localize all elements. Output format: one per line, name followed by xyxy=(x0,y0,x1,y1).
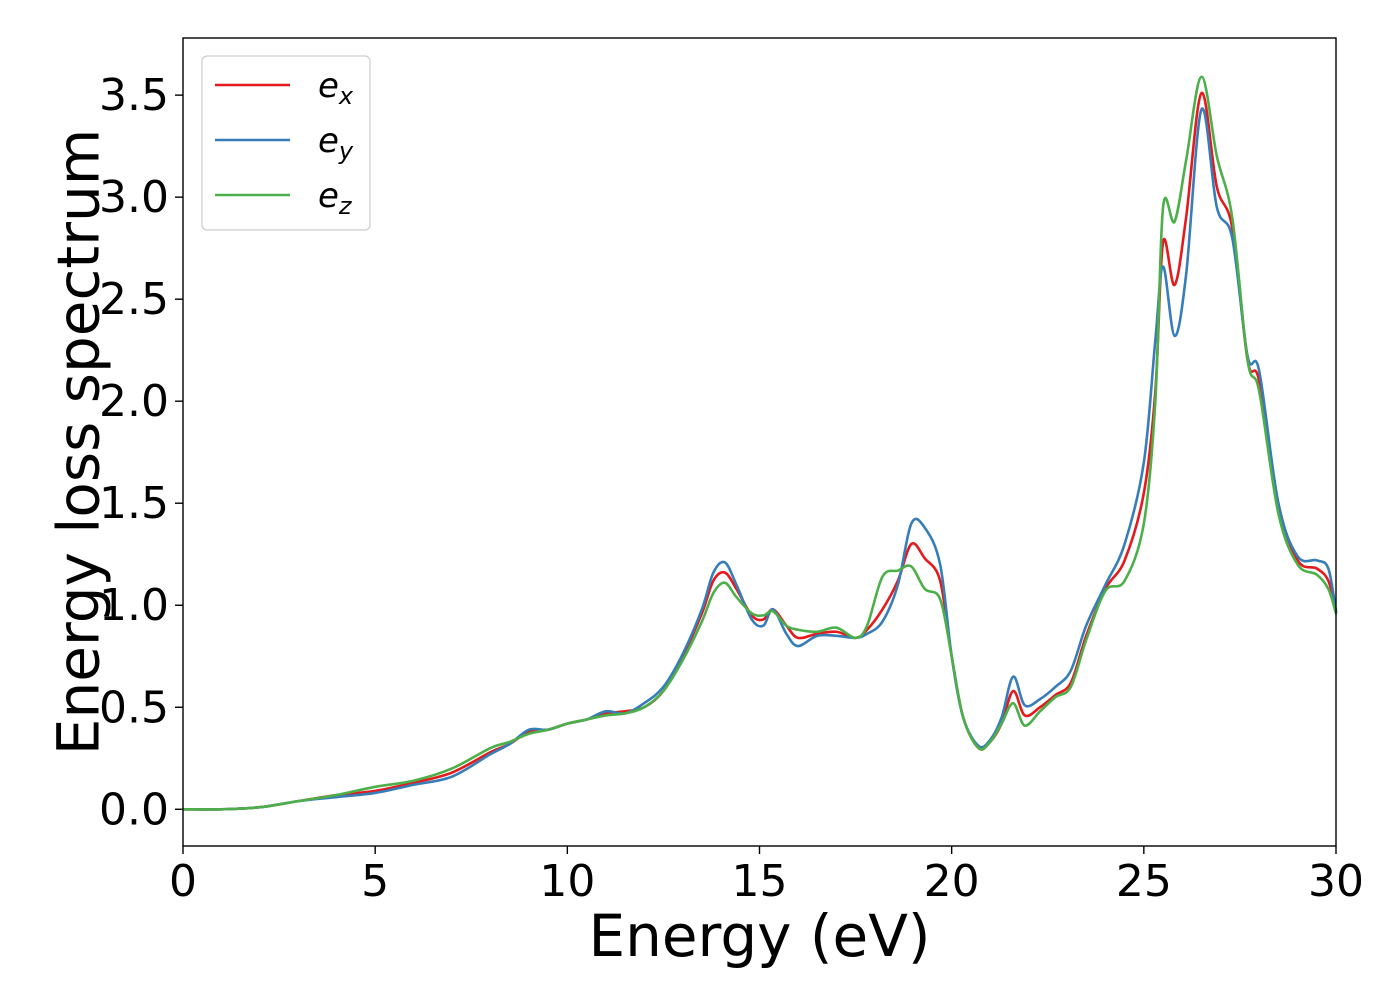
x-tick-label: 30 xyxy=(1308,856,1364,907)
y-tick-label: 2.0 xyxy=(99,376,169,427)
legend-label-subscript: z xyxy=(338,192,353,220)
x-tick-label: 15 xyxy=(732,856,788,907)
legend-label: ez xyxy=(318,176,353,220)
legend-box xyxy=(201,55,371,231)
legend-label-subscript: y xyxy=(338,137,354,165)
y-tick-label: 1.5 xyxy=(99,478,169,529)
legend-label: ey xyxy=(318,121,354,165)
y-axis-label: Energy loss spectrum xyxy=(44,129,112,755)
series-layer xyxy=(181,75,1338,811)
legend-label-base: e xyxy=(318,176,339,216)
legend-label: ex xyxy=(318,66,354,110)
plot-frame xyxy=(182,37,1337,847)
y-tick-label: 0.5 xyxy=(99,682,169,733)
x-axis-ticks: 0 5 10 15 20 25 30 xyxy=(169,846,1364,907)
x-tick-label: 0 xyxy=(169,856,197,907)
y-tick-label: 3.0 xyxy=(99,172,169,223)
y-axis-ticks: 0.0 0.5 1.0 1.5 2.0 2.5 3.0 3.5 xyxy=(99,70,183,835)
x-tick-label: 20 xyxy=(924,856,980,907)
legend-label-subscript: x xyxy=(338,82,354,110)
x-tick-label: 10 xyxy=(539,856,595,907)
x-tick-label: 25 xyxy=(1116,856,1172,907)
x-axis-label: Energy (eV) xyxy=(588,902,930,970)
x-tick-label: 5 xyxy=(361,856,389,907)
y-tick-label: 0.0 xyxy=(99,784,169,835)
y-tick-label: 1.0 xyxy=(99,580,169,631)
legend-label-base: e xyxy=(318,121,339,161)
series-line-e-z xyxy=(181,75,1338,811)
legend-label-base: e xyxy=(318,66,339,106)
y-tick-label: 2.5 xyxy=(99,274,169,325)
y-tick-label: 3.5 xyxy=(99,70,169,121)
